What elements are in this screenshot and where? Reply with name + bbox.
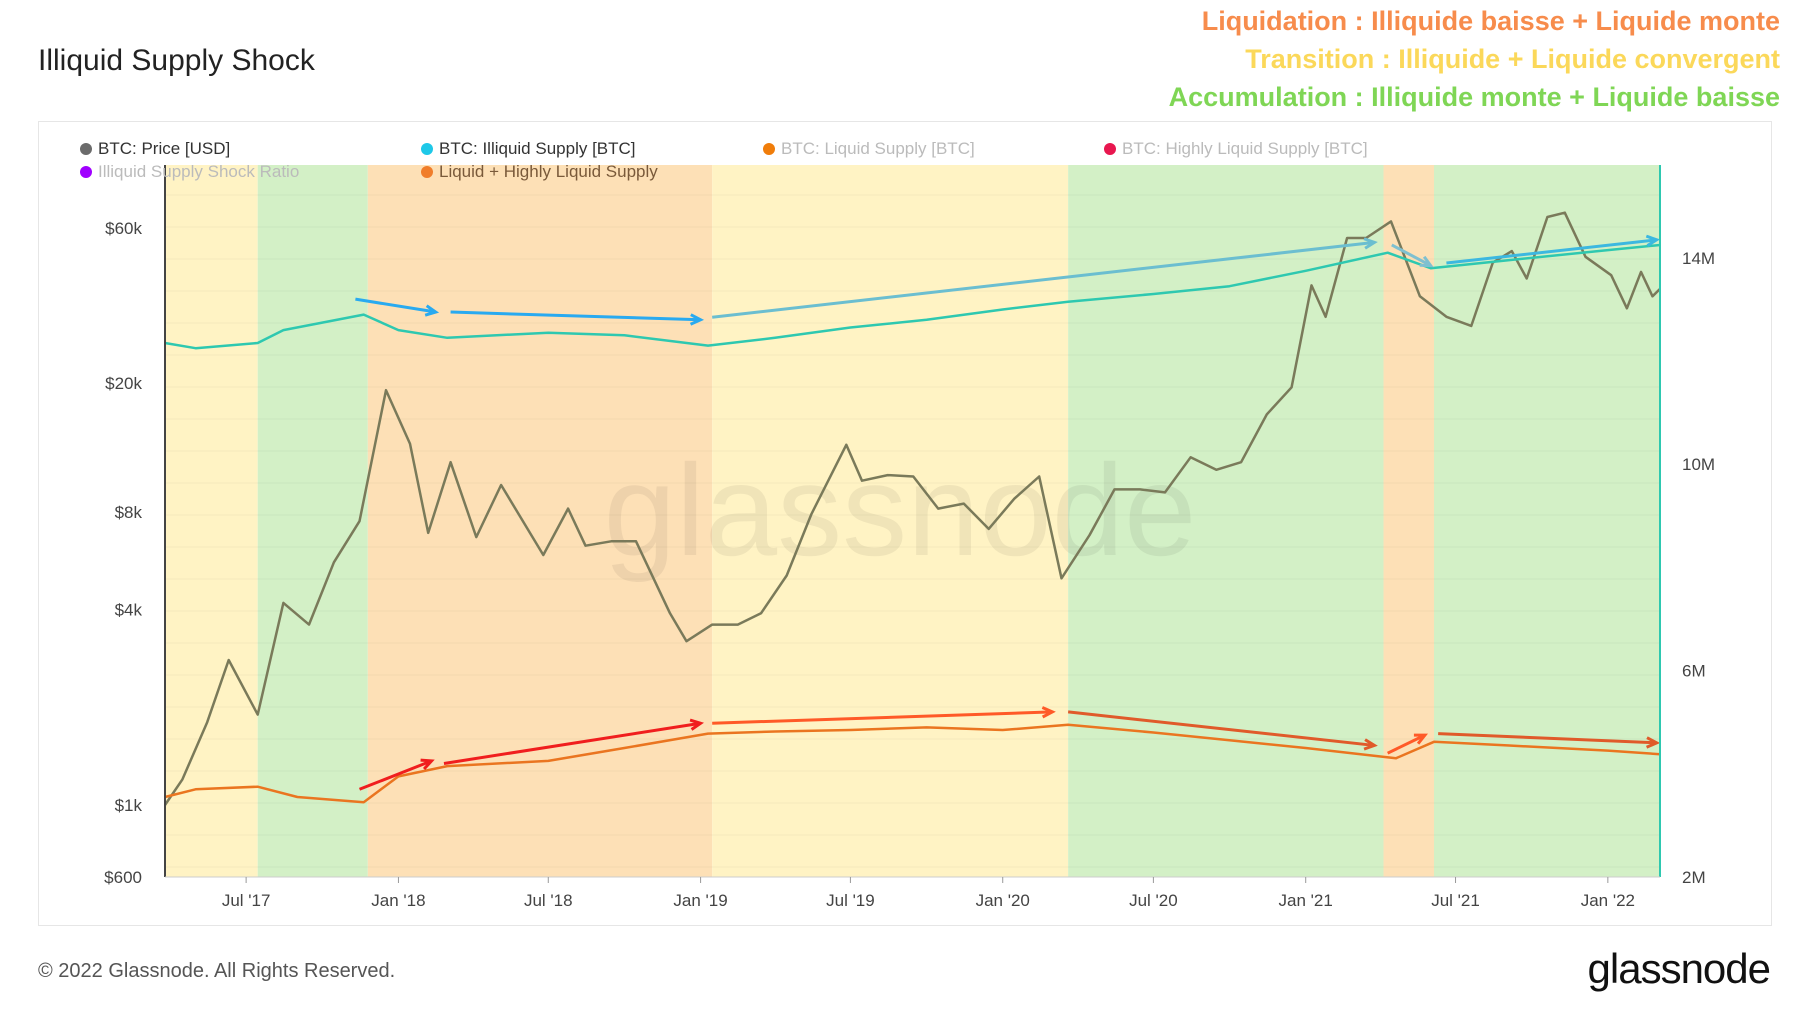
arrow-head-icon — [424, 304, 440, 317]
note-liquidation: Liquidation : Illiquide baisse + Liquide… — [1201, 6, 1780, 36]
legend-dot-icon — [80, 166, 92, 178]
legend-highly-liquid[interactable]: BTC: Highly Liquid Supply [BTC] — [1104, 139, 1368, 159]
arrow-head-icon — [1363, 738, 1378, 751]
page-title: Illiquid Supply Shock — [38, 44, 315, 77]
legend-liquid-plus-highly[interactable]: Liquid + Highly Liquid Supply — [421, 162, 658, 182]
glassnode-logo: glassnode — [1587, 945, 1771, 992]
annotation-arrow — [712, 710, 1053, 725]
legend-label: BTC: Price [USD] — [98, 139, 231, 158]
legend-dot-icon — [421, 166, 433, 178]
x-tick-label: Jan '21 — [1279, 891, 1333, 910]
y-right-tick-label: 6M — [1682, 662, 1706, 681]
legend-dot-icon — [80, 143, 92, 155]
annotation-arrow — [1391, 243, 1432, 267]
arrow-head-icon — [1413, 733, 1429, 745]
phase-band-transition — [165, 165, 258, 877]
x-tick-label: Jul '18 — [524, 891, 573, 910]
legend-illiquid[interactable]: BTC: Illiquid Supply [BTC] — [421, 139, 636, 159]
note-accumulation: Accumulation : Illiquide monte + Liquide… — [1168, 82, 1780, 112]
y-left-tick-label: $8k — [115, 503, 143, 522]
y-right-tick-label: 14M — [1682, 249, 1715, 268]
annotation-arrow — [358, 759, 433, 791]
legend-label: Liquid + Highly Liquid Supply — [439, 162, 658, 181]
y-right-tick-label: 2M — [1682, 868, 1706, 887]
legend-dot-icon — [1104, 143, 1116, 155]
annotation-arrow — [1387, 733, 1426, 755]
y-left-tick-label: $20k — [105, 374, 142, 393]
annotation-arrow — [443, 721, 701, 765]
annotation-arrow — [355, 297, 436, 314]
y-left-tick-label: $60k — [105, 219, 142, 238]
y-left-tick-label: $1k — [115, 796, 143, 815]
annotation-arrow — [1438, 732, 1657, 745]
annotation-arrow — [712, 240, 1375, 319]
phase-band-liquidation — [1383, 165, 1435, 877]
legend-dot-icon — [421, 143, 433, 155]
y-left-tick-label: $600 — [104, 868, 142, 887]
x-tick-label: Jul '19 — [826, 891, 875, 910]
arrow-head-icon — [420, 758, 435, 771]
chart-frame — [38, 121, 1772, 926]
phase-band-accumulation — [1434, 165, 1660, 877]
arrow-head-icon — [1419, 255, 1434, 268]
arrow-head-icon — [689, 313, 705, 326]
x-tick-label: Jan '18 — [371, 891, 425, 910]
series-line-2 — [164, 723, 1661, 804]
legend-dot-icon — [763, 143, 775, 155]
legend-label: BTC: Illiquid Supply [BTC] — [439, 139, 636, 158]
x-tick-label: Jan '20 — [976, 891, 1030, 910]
legend-label: BTC: Highly Liquid Supply [BTC] — [1122, 139, 1368, 158]
x-tick-label: Jan '22 — [1581, 891, 1635, 910]
series-line-1 — [164, 243, 1661, 350]
annotation-arrow — [1446, 238, 1657, 265]
arrow-head-icon — [1645, 736, 1661, 749]
phase-band-accumulation — [1068, 165, 1384, 877]
arrow-head-icon — [1041, 706, 1056, 719]
annotation-arrow — [1067, 710, 1375, 747]
legend-shock-ratio[interactable]: Illiquid Supply Shock Ratio — [80, 162, 299, 182]
watermark: glassnode — [604, 437, 1197, 583]
y-left-tick-label: $4k — [115, 601, 143, 620]
arrow-head-icon — [1645, 234, 1661, 247]
legend-label: BTC: Liquid Supply [BTC] — [781, 139, 975, 158]
legend-liquid[interactable]: BTC: Liquid Supply [BTC] — [763, 139, 975, 159]
x-tick-label: Jul '20 — [1129, 891, 1178, 910]
note-transition: Transition : Illiquide + Liquide converg… — [1245, 44, 1780, 74]
copyright: © 2022 Glassnode. All Rights Reserved. — [38, 960, 396, 982]
phase-band-accumulation — [257, 165, 368, 877]
legend-price[interactable]: BTC: Price [USD] — [80, 139, 230, 159]
x-tick-label: Jan '19 — [673, 891, 727, 910]
x-tick-label: Jul '21 — [1431, 891, 1480, 910]
arrow-head-icon — [1363, 237, 1378, 250]
series-line-0 — [163, 211, 1661, 806]
arrow-head-icon — [689, 718, 704, 731]
legend-label: Illiquid Supply Shock Ratio — [98, 162, 300, 181]
annotation-arrow — [450, 310, 701, 322]
y-right-tick-label: 10M — [1682, 455, 1715, 474]
x-tick-label: Jul '17 — [222, 891, 271, 910]
